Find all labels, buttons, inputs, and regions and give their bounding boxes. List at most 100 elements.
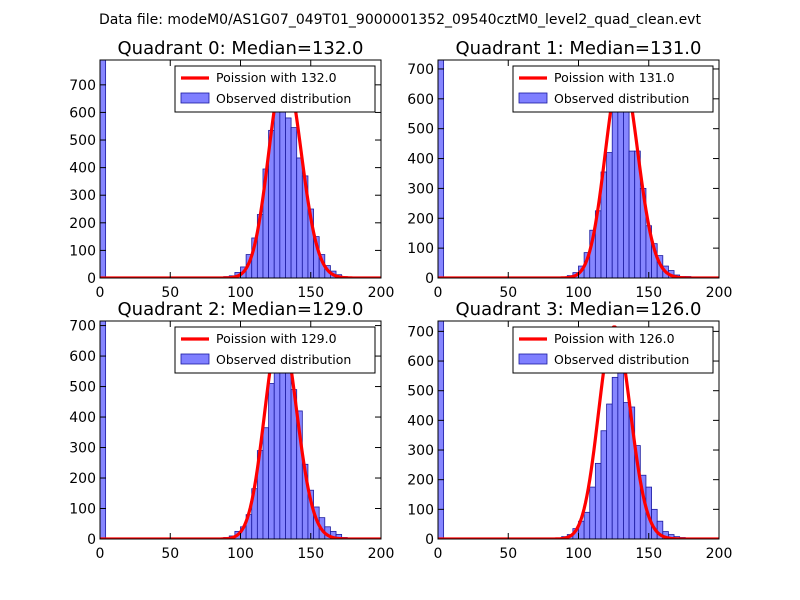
x-tick-label: 0 (96, 546, 105, 562)
histogram-bar (262, 427, 270, 539)
x-tick-label: 50 (499, 285, 517, 301)
y-tick-label: 100 (69, 243, 96, 259)
x-tick-label: 100 (227, 546, 254, 562)
x-tick-label: 50 (161, 546, 179, 562)
quadrant-0-title: Quadrant 0: Median=132.0 (118, 38, 364, 59)
histogram-bar (279, 100, 286, 278)
y-tick-label: 200 (407, 473, 434, 489)
quadrant-3-panel: 0 50 100 150 200 0 100 200 300 400 500 600 700 Quadra… (407, 299, 732, 562)
y-tick-label: 300 (69, 188, 96, 204)
y-tick-label: 400 (69, 410, 96, 426)
histogram-bar (296, 157, 303, 278)
quadrant-2-panel: 0 50 100 150 200 0 100 200 300 400 500 600 700 Quadra… (69, 299, 394, 562)
quadrant-3-title: Quadrant 3: Median=126.0 (456, 299, 702, 320)
y-tick-label: 700 (407, 62, 434, 78)
histogram-bar (606, 152, 613, 278)
x-tick-label: 50 (499, 546, 517, 562)
y-tick-label: 400 (69, 161, 96, 177)
y-tick-label: 600 (407, 354, 434, 370)
legend-histogram-label: Observed distribution (554, 352, 689, 367)
quadrant-panels: 0 50 100 150 2000100200300400500600700Quadra… (69, 38, 732, 562)
y-tick-label: 300 (407, 181, 434, 197)
y-tick-label: 500 (407, 384, 434, 400)
legend-box (174, 326, 376, 374)
y-tick-label: 500 (69, 133, 96, 149)
poisson-curve (100, 327, 381, 539)
quadrant-3-legend: Poission with 126.0 Observed distribution (512, 326, 714, 374)
y-tick-label: 100 (407, 502, 434, 518)
y-tick-label: 500 (407, 122, 434, 138)
histogram-bar (279, 355, 286, 539)
histogram-bar (100, 321, 107, 539)
histogram-bar (583, 511, 591, 539)
histogram-bar (589, 486, 596, 539)
legend-box (512, 65, 714, 113)
y-tick-label: 200 (69, 471, 96, 487)
y-tick-label: 600 (69, 105, 96, 121)
legend-poisson-label: Poission with 131.0 (554, 70, 675, 85)
x-tick-label: 0 (434, 285, 443, 301)
x-tick-label: 100 (227, 285, 254, 301)
legend-histogram-label: Observed distribution (216, 352, 351, 367)
x-tick-label: 150 (297, 546, 324, 562)
quadrant-0-legend: Poission with 132.0 Observed distribution (174, 65, 376, 113)
x-tick-label: 100 (565, 285, 592, 301)
x-tick-label: 150 (635, 285, 662, 301)
quadrant-2-title: Quadrant 2: Median=129.0 (118, 299, 364, 320)
histogram-bar (285, 117, 292, 278)
histogram-bar (273, 369, 281, 539)
histogram-bar (594, 462, 602, 539)
y-tick-label: 300 (69, 441, 96, 457)
x-tick-label: 0 (434, 546, 443, 562)
legend-box (174, 65, 376, 113)
x-tick-label: 200 (368, 546, 395, 562)
histogram-bar (100, 60, 107, 278)
histogram-bar (290, 127, 298, 278)
legend-histogram-swatch (180, 353, 210, 365)
histogram-bar (611, 376, 619, 539)
histogram-bar (438, 60, 445, 278)
legend-histogram-label: Observed distribution (216, 91, 351, 106)
y-tick-label: 100 (407, 241, 434, 257)
legend-histogram-swatch (180, 92, 210, 104)
x-tick-label: 0 (96, 285, 105, 301)
x-tick-label: 200 (706, 546, 733, 562)
y-tick-label: 700 (69, 78, 96, 94)
x-tick-label: 100 (565, 546, 592, 562)
legend-histogram-label: Observed distribution (554, 91, 689, 106)
x-tick-label: 50 (161, 285, 179, 301)
quadrant-1-legend: Poission with 131.0 Observed distribution (512, 65, 714, 113)
histogram-bar (628, 150, 636, 278)
y-tick-label: 700 (69, 319, 96, 335)
histogram-bar (623, 105, 630, 278)
quadrant-2-plot-area (100, 321, 381, 539)
legend-poisson-label: Poission with 132.0 (216, 70, 337, 85)
y-tick-label: 600 (407, 92, 434, 108)
legend-box (512, 326, 714, 374)
y-tick-label: 200 (69, 216, 96, 232)
y-tick-label: 0 (425, 271, 434, 287)
quadrant-1-panel: 0 50 100 150 200 0 100 200 300 400 500 600 700 Quadra… (407, 38, 732, 301)
y-tick-label: 600 (69, 349, 96, 365)
x-tick-label: 150 (635, 546, 662, 562)
histogram-bar (600, 430, 607, 539)
quadrant-1-title: Quadrant 1: Median=131.0 (456, 38, 702, 59)
x-tick-label: 200 (706, 285, 733, 301)
y-tick-label: 0 (87, 532, 96, 548)
legend-poisson-label: Poission with 129.0 (216, 331, 337, 346)
histogram-bar (611, 110, 619, 278)
histogram-bar (623, 402, 630, 539)
histogram-bar (617, 359, 624, 539)
figure-suptitle: Data file: modeM0/AS1G07_049T01_90000013… (99, 12, 701, 28)
x-tick-label: 200 (368, 285, 395, 301)
y-tick-label: 400 (407, 152, 434, 168)
y-tick-label: 0 (87, 271, 96, 287)
x-tick-label: 150 (297, 285, 324, 301)
quadrant-2-legend: Poission with 129.0 Observed distribution (174, 326, 376, 374)
y-tick-label: 200 (407, 211, 434, 227)
legend-poisson-label: Poission with 126.0 (554, 331, 675, 346)
y-tick-label: 0 (425, 532, 434, 548)
histogram-bar (268, 383, 275, 539)
quadrant-0-panel: 0 50 100 150 200 0 100 200 300 400 500 600 700 Quadra… (69, 38, 394, 301)
